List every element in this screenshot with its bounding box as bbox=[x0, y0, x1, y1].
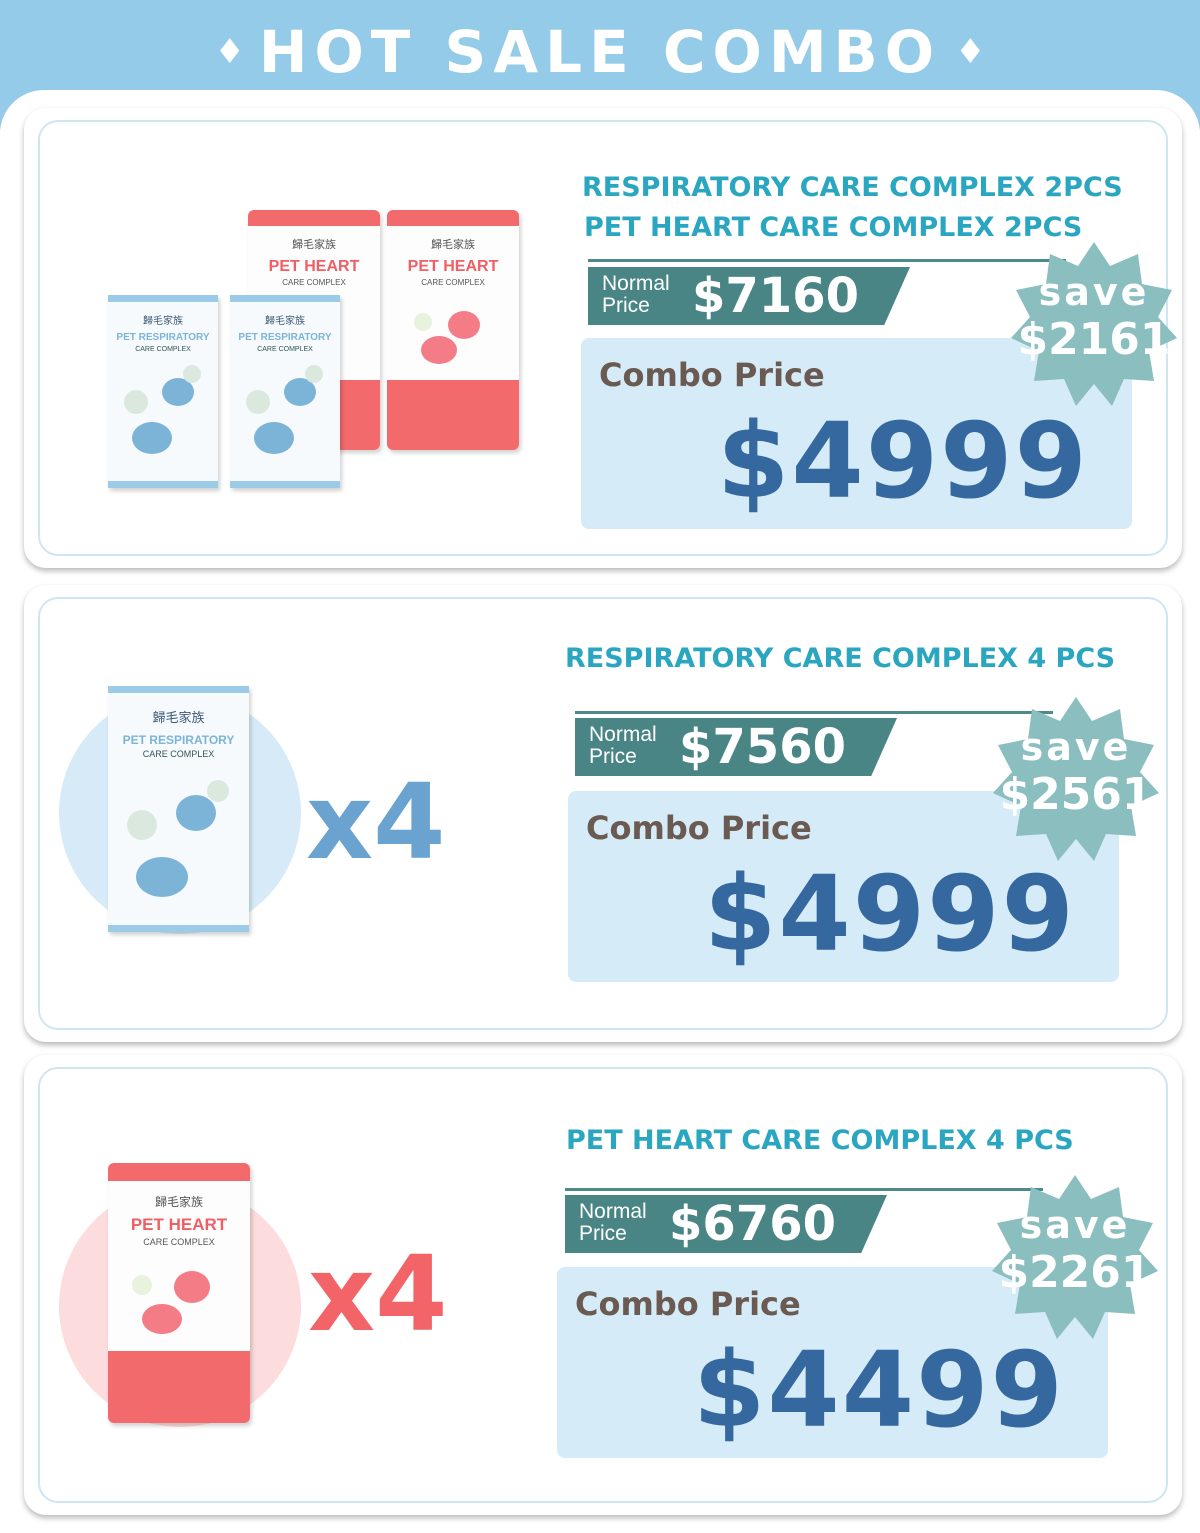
combo-title-line: RESPIRATORY CARE COMPLEX 2PCS bbox=[582, 172, 1123, 203]
normal-price-value: $7560 bbox=[679, 719, 846, 775]
dog-cat-illustration-icon bbox=[414, 311, 480, 364]
title-rule bbox=[575, 711, 1053, 714]
product-brand: 歸毛家族 bbox=[143, 316, 183, 327]
combo-price-box: Combo Price $4999 bbox=[581, 338, 1132, 529]
quantity-multiplier: x4 bbox=[306, 761, 446, 883]
product-name-2: HEART bbox=[168, 1215, 228, 1234]
normal-label-line: Price bbox=[589, 745, 637, 768]
combo-title-line: PET HEART CARE COMPLEX 4 PCS bbox=[566, 1125, 1074, 1156]
normal-price-value: $7160 bbox=[692, 268, 859, 324]
normal-label-line: Normal bbox=[579, 1200, 647, 1223]
normal-price-label: Normal Price bbox=[602, 273, 670, 317]
combo-price-box: Combo Price $4499 bbox=[557, 1267, 1108, 1458]
combo-title-line: PET HEART CARE COMPLEX 2PCS bbox=[584, 212, 1083, 243]
normal-price-label: Normal Price bbox=[589, 724, 657, 768]
canister-base bbox=[108, 1351, 250, 1423]
save-badge: save $2161 bbox=[1009, 240, 1179, 410]
normal-price-label: Normal Price bbox=[579, 1201, 647, 1245]
product-brand: 歸毛家族 bbox=[292, 238, 336, 251]
product-sub: CARE COMPLEX bbox=[142, 749, 215, 759]
product-brand: 歸毛家族 bbox=[431, 238, 475, 251]
diamond-icon: ♦ bbox=[955, 32, 986, 72]
title-rule bbox=[588, 259, 1066, 262]
product-name-2: RESPIRATORY bbox=[149, 733, 235, 747]
product-brand: 歸毛家族 bbox=[152, 711, 205, 726]
dog-cat-illustration-icon bbox=[132, 1271, 210, 1334]
starburst-shape bbox=[1011, 242, 1177, 406]
normal-label-line: Price bbox=[602, 294, 650, 317]
combo-price-value: $4999 bbox=[717, 400, 1089, 522]
product-sub: CARE COMPLEX bbox=[421, 278, 485, 287]
product-name-1: PET bbox=[130, 1215, 164, 1234]
dog-cat-illustration-icon bbox=[127, 780, 229, 897]
combo-price-value: $4999 bbox=[704, 853, 1076, 975]
normal-price-tag: Normal Price $6760 bbox=[565, 1195, 887, 1253]
respiratory-box-image: 歸毛家族 PET RESPIRATORY CARE COMPLEX bbox=[230, 295, 340, 488]
combo-price-value: $4499 bbox=[693, 1329, 1065, 1451]
canister-base bbox=[387, 380, 519, 450]
product-name-2: RESPIRATORY bbox=[260, 332, 332, 343]
product-name: PET HEART bbox=[108, 1215, 250, 1235]
normal-price-value: $6760 bbox=[669, 1196, 836, 1252]
product-name-1: PET bbox=[407, 258, 439, 275]
product-brand: 歸毛家族 bbox=[154, 1195, 203, 1209]
save-amount: $2261 bbox=[998, 1247, 1152, 1298]
combo-title-line: RESPIRATORY CARE COMPLEX 4 PCS bbox=[565, 643, 1116, 674]
card-border bbox=[38, 597, 1168, 1030]
starburst-shape bbox=[992, 1175, 1158, 1339]
product-sub: CARE COMPLEX bbox=[257, 346, 313, 353]
combo-card-3[interactable]: 歸毛家族 PET HEART CARE COMPLEX x4 PET HEART… bbox=[24, 1055, 1182, 1515]
page-title-text: HOT SALE COMBO bbox=[258, 18, 942, 86]
product-name: PET HEART bbox=[248, 258, 380, 276]
dog-cat-illustration-icon bbox=[124, 365, 201, 454]
normal-label-line: Normal bbox=[602, 272, 670, 295]
canister-cap bbox=[108, 1163, 250, 1181]
normal-price-tag: Normal Price $7160 bbox=[588, 267, 910, 325]
save-label: save bbox=[1038, 270, 1150, 314]
normal-price-tag: Normal Price $7560 bbox=[575, 718, 897, 776]
product-brand: 歸毛家族 bbox=[265, 316, 305, 327]
combo-price-label: Combo Price bbox=[586, 809, 812, 847]
card-border bbox=[38, 1067, 1168, 1503]
product-name-2: HEART bbox=[304, 258, 360, 275]
product-sub: CARE COMPLEX bbox=[282, 278, 346, 287]
quantity-multiplier: x4 bbox=[308, 1233, 448, 1355]
product-name-1: PET bbox=[238, 332, 258, 343]
product-name-2: RESPIRATORY bbox=[138, 332, 210, 343]
combo-price-label: Combo Price bbox=[575, 1285, 801, 1323]
save-badge: save $2261 bbox=[990, 1173, 1160, 1343]
title-rule bbox=[565, 1188, 1043, 1191]
respiratory-box-image: 歸毛家族 PET RESPIRATORY CARE COMPLEX bbox=[108, 295, 218, 488]
normal-label-line: Price bbox=[579, 1222, 627, 1245]
save-label: save bbox=[1019, 1203, 1131, 1247]
product-name-2: HEART bbox=[443, 258, 499, 275]
save-amount: $2561 bbox=[999, 769, 1153, 820]
starburst-shape bbox=[993, 697, 1159, 861]
product-sub: CARE COMPLEX bbox=[143, 1237, 215, 1247]
heart-canister-image: 歸毛家族 PET HEART CARE COMPLEX bbox=[108, 1163, 250, 1423]
product-name-1: PET bbox=[116, 332, 136, 343]
product-name-1: PET bbox=[122, 733, 146, 747]
canister-cap bbox=[248, 210, 380, 226]
product-sub: CARE COMPLEX bbox=[135, 346, 191, 353]
combo-card-2[interactable]: 歸毛家族 PET RESPIRATORY CARE COMPLEX x4 RES… bbox=[24, 585, 1182, 1042]
normal-label-line: Normal bbox=[589, 723, 657, 746]
page-title: ♦ HOT SALE COMBO ♦ bbox=[0, 18, 1200, 86]
save-badge: save $2561 bbox=[991, 695, 1161, 865]
save-amount: $2161 bbox=[1017, 314, 1171, 365]
respiratory-box-image: 歸毛家族 PET RESPIRATORY CARE COMPLEX bbox=[108, 686, 249, 932]
product-name-1: PET bbox=[268, 258, 300, 275]
save-label: save bbox=[1020, 725, 1132, 769]
combo-price-label: Combo Price bbox=[599, 356, 825, 394]
product-name: PET RESPIRATORY bbox=[108, 733, 249, 747]
combo-card-1[interactable]: 歸毛家族 PET HEART CARE COMPLEX 歸毛家族 PET HEA… bbox=[24, 108, 1182, 568]
diamond-icon: ♦ bbox=[214, 32, 245, 72]
heart-canister-image: 歸毛家族 PET HEART CARE COMPLEX bbox=[387, 210, 519, 450]
product-name: PET RESPIRATORY bbox=[230, 332, 340, 343]
canister-cap bbox=[387, 210, 519, 226]
dog-cat-illustration-icon bbox=[246, 365, 323, 454]
product-name: PET HEART bbox=[387, 258, 519, 276]
product-name: PET RESPIRATORY bbox=[108, 332, 218, 343]
